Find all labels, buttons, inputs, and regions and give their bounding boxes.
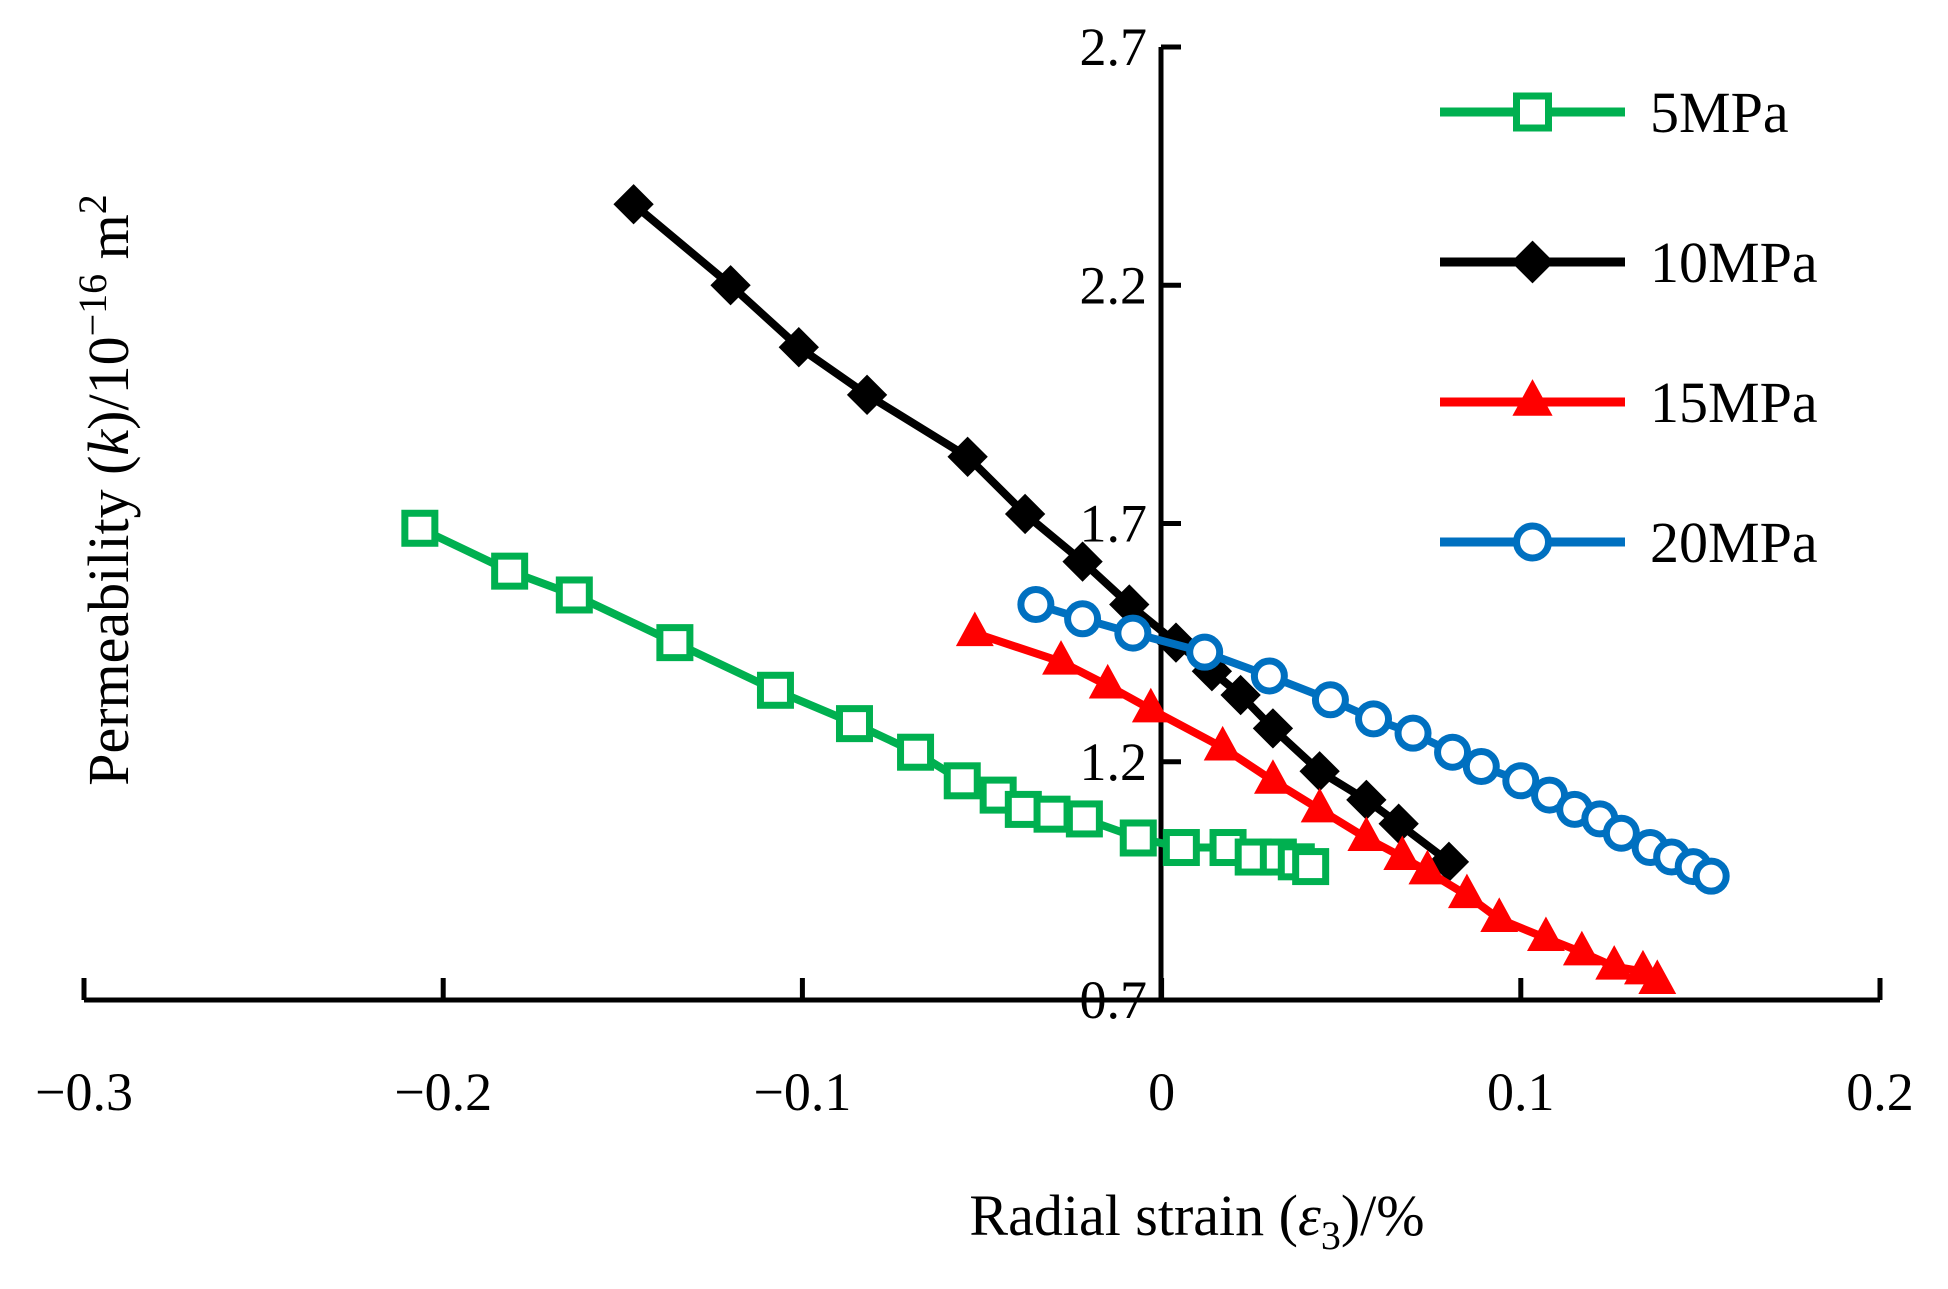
data-point xyxy=(1692,857,1730,895)
data-point xyxy=(1502,762,1540,800)
data-point xyxy=(1088,663,1127,699)
data-point xyxy=(1254,759,1292,794)
legend-label: 20MPa xyxy=(1650,510,1818,575)
data-point xyxy=(1638,959,1677,994)
legend-marker xyxy=(1512,379,1553,416)
x-tick-label: 0.2 xyxy=(1846,1062,1914,1122)
data-point xyxy=(1119,819,1157,857)
legend-marker xyxy=(1511,240,1554,284)
data-point xyxy=(1162,829,1200,867)
data-point xyxy=(1434,733,1472,771)
data-point xyxy=(1017,586,1055,624)
x-axis-ticks: −0.3 −0.2 −0.1 0 0.1 0.2 xyxy=(35,978,1914,1122)
legend-label: 15MPa xyxy=(1650,370,1818,435)
series-line-5mpa xyxy=(418,524,1312,871)
y-axis-title-symbol: k xyxy=(76,429,141,456)
legend-item-10mpa: 10MPa xyxy=(1440,230,1818,295)
data-point xyxy=(1292,848,1330,886)
data-point xyxy=(1033,795,1071,833)
data-point xyxy=(555,576,593,614)
y-tick-label: 2.2 xyxy=(1080,255,1148,315)
data-point xyxy=(1447,873,1486,909)
y-axis-title-prefix: Permeability ( xyxy=(76,456,141,786)
data-point xyxy=(943,762,981,800)
legend-item-20mpa: 20MPa xyxy=(1440,510,1818,575)
y-axis-ticks: 0.7 1.2 1.7 2.2 2.7 xyxy=(1080,17,1181,1030)
x-axis-title-suffix: )/% xyxy=(1341,1183,1425,1248)
data-point xyxy=(656,624,694,662)
legend-label: 10MPa xyxy=(1650,230,1818,295)
data-point xyxy=(710,265,751,306)
data-point xyxy=(1250,657,1288,695)
data-point xyxy=(1203,725,1242,761)
data-point xyxy=(1347,816,1386,851)
data-point xyxy=(1480,897,1519,932)
data-point xyxy=(955,611,994,647)
data-point xyxy=(778,327,819,368)
x-tick-label: −0.3 xyxy=(35,1062,133,1122)
data-point xyxy=(1062,541,1103,582)
data-point xyxy=(1220,674,1261,716)
legend-marker xyxy=(1513,522,1552,562)
series-line-10mpa xyxy=(631,201,1452,865)
x-axis-title-symbol: ε xyxy=(1298,1183,1321,1248)
data-point xyxy=(1408,849,1447,885)
data-point xyxy=(401,509,439,547)
y-axis-title-exponent: −16 xyxy=(70,274,115,337)
legend-item-5mpa: 5MPa xyxy=(1440,80,1789,145)
axes xyxy=(84,47,1880,1003)
data-series xyxy=(401,184,1730,994)
data-point xyxy=(1065,800,1103,838)
data-point xyxy=(1042,640,1080,675)
y-tick-label: 2.7 xyxy=(1080,17,1148,77)
y-tick-label: 0.7 xyxy=(1080,970,1148,1030)
x-axis-title: Radial strain (ε3)/% xyxy=(969,1183,1424,1258)
data-point xyxy=(1394,714,1432,752)
legend-marker xyxy=(1513,92,1552,132)
data-point xyxy=(756,671,794,709)
data-point xyxy=(835,705,873,743)
x-tick-label: −0.2 xyxy=(394,1062,492,1122)
data-point xyxy=(1462,748,1500,786)
data-point xyxy=(1355,700,1393,738)
data-point xyxy=(846,374,888,416)
legend-item-15mpa: 15MPa xyxy=(1440,370,1818,435)
data-point xyxy=(1186,633,1224,671)
x-tick-label: 0.1 xyxy=(1487,1062,1555,1122)
data-point xyxy=(491,552,529,590)
data-point xyxy=(897,733,935,771)
y-tick-label: 1.2 xyxy=(1080,732,1148,792)
data-point xyxy=(1383,835,1422,871)
data-point xyxy=(947,436,988,477)
data-point xyxy=(1527,916,1565,952)
data-point xyxy=(1114,614,1152,652)
y-axis-title-unit-exponent: 2 xyxy=(70,194,115,214)
data-point xyxy=(613,184,654,225)
x-tick-label: −0.1 xyxy=(753,1062,851,1122)
x-axis-title-subscript: 3 xyxy=(1321,1213,1341,1258)
data-point xyxy=(1252,708,1294,749)
series-20mpa xyxy=(1017,586,1730,895)
data-point xyxy=(1595,945,1634,980)
series-5mpa xyxy=(401,509,1330,886)
series-10mpa xyxy=(613,184,1470,882)
legend: 5MPa 10MPa 15MPa 20MPa xyxy=(1440,80,1818,575)
legend-label: 5MPa xyxy=(1650,80,1789,145)
data-point xyxy=(1562,930,1601,966)
y-axis-title-unit: m xyxy=(76,214,141,274)
x-tick-label: 0 xyxy=(1148,1062,1175,1122)
data-point xyxy=(1064,600,1102,638)
series-15mpa xyxy=(955,611,1677,994)
data-point xyxy=(1300,787,1339,823)
y-axis-title: Permeability (k)/10−16 m2 xyxy=(70,194,141,786)
y-tick-label: 1.7 xyxy=(1080,494,1148,554)
x-axis-title-prefix: Radial strain ( xyxy=(969,1183,1298,1248)
data-point xyxy=(1004,493,1046,535)
data-point xyxy=(1602,814,1640,852)
y-axis-title-middle: )/10 xyxy=(76,336,141,429)
data-point xyxy=(1311,681,1349,719)
data-point xyxy=(1131,687,1170,723)
